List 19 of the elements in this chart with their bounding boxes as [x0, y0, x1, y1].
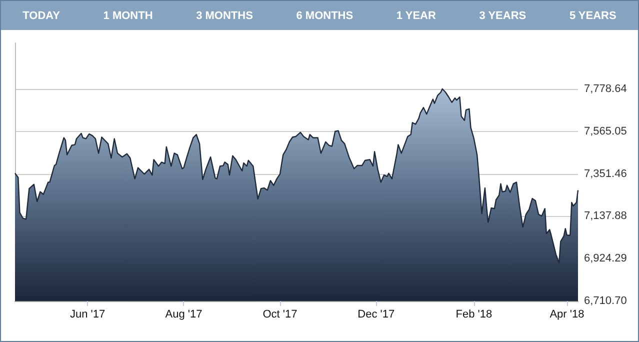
x-tick-label: Apr '18: [550, 308, 584, 320]
text: 1 MONTH: [102, 8, 154, 24]
y-tick-label: 6,924.29: [584, 252, 627, 265]
x-tick-label: Jun '17: [70, 308, 106, 320]
text: TODAY: [22, 8, 61, 24]
text: 1 YEAR: [395, 8, 437, 24]
x-tick-label: Feb '18: [456, 308, 492, 320]
text: 3 YEARS: [478, 8, 528, 24]
x-tick-label: Aug '17: [165, 308, 202, 320]
x-tick-label: Oct '17: [262, 308, 298, 320]
y-tick-label: 6,710.70: [584, 295, 627, 307]
text: 5 YEARS: [568, 8, 618, 24]
text: 3 MONTHS: [195, 8, 254, 24]
y-tick-label: 7,137.88: [584, 210, 627, 222]
x-tick-label: Dec '17: [358, 308, 395, 320]
y-tick-label: 7,565.05: [584, 125, 627, 138]
y-tick-label: 7,351.46: [584, 168, 627, 180]
text: 6 MONTHS: [295, 8, 354, 24]
y-tick-label: 7,778.64: [584, 82, 627, 95]
